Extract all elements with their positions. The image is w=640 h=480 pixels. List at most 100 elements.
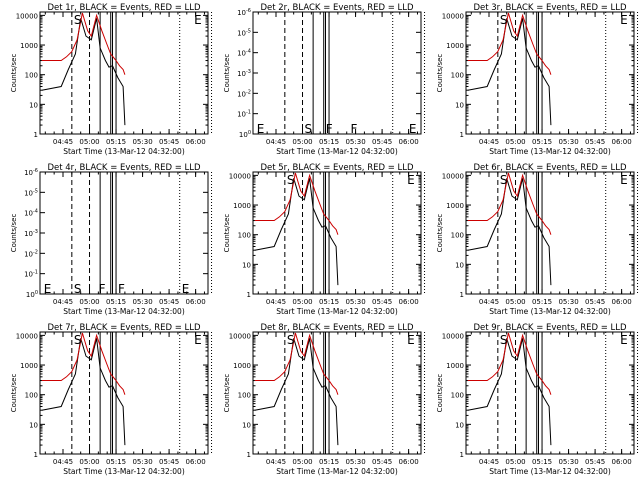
y-tick-exponent: -4 xyxy=(246,49,251,55)
y-tick-label: 100 xyxy=(26,290,38,299)
interval-letter: S xyxy=(74,333,82,347)
plot-frame xyxy=(465,11,635,135)
x-tick-label: 05:00 xyxy=(292,138,312,146)
y-tick-label: 100 xyxy=(239,130,251,139)
x-tick-label: 05:30 xyxy=(132,138,152,146)
plot-frame xyxy=(39,11,209,135)
y-tick-exponent: -5 xyxy=(246,28,251,34)
interval-letter: E xyxy=(257,122,265,136)
series-line-lld xyxy=(467,172,552,235)
y-tick-label: 10 xyxy=(455,421,464,429)
x-tick-label: 05:45 xyxy=(372,138,392,146)
x-axis-label: Start Time (13-Mar-12 04:32:00) xyxy=(489,147,611,156)
panel-title: Det 8r, BLACK = Events, RED = LLD xyxy=(260,323,414,333)
y-axis-label: Counts/sec xyxy=(10,54,18,93)
series-line-events xyxy=(467,18,552,126)
panel-det-9: Det 9r, BLACK = Events, RED = LLD 1 10 100 1… xyxy=(436,323,639,476)
x-tick-label: 05:15 xyxy=(106,298,126,306)
y-tick-label: 10 xyxy=(242,421,251,429)
interval-letter: E xyxy=(407,333,415,347)
y-tick-label: 10000 xyxy=(229,332,251,340)
y-tick-label: 100 xyxy=(238,392,251,400)
x-tick-label: 05:45 xyxy=(159,458,179,466)
y-tick-label: 100 xyxy=(451,392,464,400)
interval-letter: E xyxy=(182,282,190,296)
series-line-lld xyxy=(254,332,339,395)
x-tick-label: 05:00 xyxy=(79,298,99,306)
x-tick-label: 04:45 xyxy=(479,138,499,146)
panel-det-8: Det 8r, BLACK = Events, RED = LLD 1 10 100 1… xyxy=(223,323,426,476)
y-axis-label: Counts/sec xyxy=(436,54,444,93)
y-tick-label: 10000 xyxy=(442,12,464,20)
x-tick-label: 05:15 xyxy=(106,138,126,146)
x-axis-label: Start Time (13-Mar-12 04:32:00) xyxy=(489,467,611,476)
interval-letter: S xyxy=(74,13,82,27)
interval-letter: E xyxy=(620,333,628,347)
y-axis-label: Counts/sec xyxy=(223,54,231,93)
series-line-lld xyxy=(467,332,552,395)
interval-letter: F xyxy=(350,122,357,136)
series-line-events xyxy=(41,18,126,126)
x-tick-label: 05:15 xyxy=(106,458,126,466)
x-tick-label: 04:45 xyxy=(266,138,286,146)
y-tick-label: 1 xyxy=(247,451,251,459)
y-tick-label: 1000 xyxy=(20,362,38,370)
x-tick-label: 04:45 xyxy=(53,138,73,146)
panel-title: Det 5r, BLACK = Events, RED = LLD xyxy=(260,163,414,173)
panel-det-7: Det 7r, BLACK = Events, RED = LLD 1 10 100 1… xyxy=(10,323,213,476)
y-tick-label: 1000 xyxy=(446,362,464,370)
interval-letter: S xyxy=(305,122,313,136)
y-tick-label: 10-2 xyxy=(24,249,38,258)
panel-det-1: Det 1r, BLACK = Events, RED = LLD 1 10 100 1… xyxy=(10,3,213,156)
y-tick-label: 10000 xyxy=(16,12,38,20)
x-axis-label: Start Time (13-Mar-12 04:32:00) xyxy=(276,307,398,316)
y-tick-label: 1000 xyxy=(446,42,464,50)
interval-letter: E xyxy=(409,122,417,136)
y-tick-label: 10-3 xyxy=(24,229,38,238)
interval-letter: E xyxy=(620,173,628,187)
x-tick-label: 04:45 xyxy=(479,458,499,466)
panel-title: Det 9r, BLACK = Events, RED = LLD xyxy=(473,323,627,333)
series-line-events xyxy=(254,338,339,446)
x-tick-label: 04:45 xyxy=(53,298,73,306)
x-axis-label: Start Time (13-Mar-12 04:32:00) xyxy=(63,307,185,316)
y-tick-exponent: 0 xyxy=(35,290,38,296)
y-tick-exponent: -6 xyxy=(33,168,38,174)
x-tick-label: 05:30 xyxy=(132,458,152,466)
x-tick-label: 04:45 xyxy=(266,458,286,466)
x-tick-label: 05:00 xyxy=(292,458,312,466)
interval-letter: S xyxy=(74,282,82,296)
y-tick-exponent: -4 xyxy=(33,209,38,215)
y-tick-label: 1000 xyxy=(233,362,251,370)
series-line-events xyxy=(254,178,339,286)
y-tick-label: 100 xyxy=(238,232,251,240)
plot-frame xyxy=(39,171,209,295)
x-tick-label: 04:45 xyxy=(479,298,499,306)
y-tick-label: 1 xyxy=(460,131,464,139)
x-tick-label: 05:00 xyxy=(505,138,525,146)
y-tick-label: 10-4 xyxy=(237,49,251,58)
y-tick-label: 10-6 xyxy=(237,8,251,17)
x-tick-label: 05:15 xyxy=(319,458,339,466)
plot-frame xyxy=(465,171,635,295)
x-tick-label: 05:45 xyxy=(585,298,605,306)
x-tick-label: 05:15 xyxy=(319,298,339,306)
panel-det-2: Det 2r, BLACK = Events, RED = LLD 100 10-1… xyxy=(223,3,426,156)
y-tick-label: 1000 xyxy=(446,202,464,210)
y-tick-label: 10-6 xyxy=(24,168,38,177)
y-axis-label: Counts/sec xyxy=(223,374,231,413)
x-axis-label: Start Time (13-Mar-12 04:32:00) xyxy=(276,467,398,476)
y-tick-exponent: -6 xyxy=(246,8,251,14)
y-tick-exponent: -2 xyxy=(246,89,251,95)
series-line-events xyxy=(467,338,552,446)
series-line-events xyxy=(41,338,126,446)
x-tick-label: 05:00 xyxy=(79,458,99,466)
x-tick-label: 05:30 xyxy=(345,298,365,306)
plot-frame xyxy=(252,11,422,135)
interval-letter: S xyxy=(287,333,295,347)
series-line-lld xyxy=(254,172,339,235)
y-tick-exponent: -5 xyxy=(33,188,38,194)
y-tick-exponent: 0 xyxy=(248,130,251,136)
y-tick-label: 1 xyxy=(247,291,251,299)
